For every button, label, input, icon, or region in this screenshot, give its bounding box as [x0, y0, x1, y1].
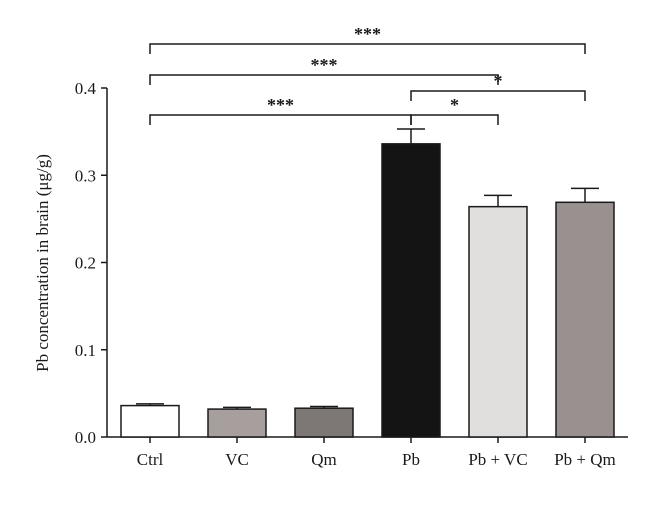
- y-tick-label: 0.0: [75, 428, 96, 447]
- bar: [207, 408, 267, 438]
- x-tick-label: Ctrl: [137, 450, 164, 469]
- y-tick-label: 0.3: [75, 166, 96, 185]
- x-tick-label: Qm: [311, 450, 337, 469]
- significance-bracket: [149, 43, 586, 54]
- bar: [294, 407, 354, 438]
- x-tick-label: Pb: [402, 450, 420, 469]
- chart-axes: 0.0 0.1 0.2 0.3 0.4 Ctrl VC Qm Pb Pb + VC Pb + Qm: [75, 79, 628, 469]
- significance-label: *: [450, 95, 459, 115]
- significance-bracket: [149, 74, 499, 85]
- x-tick-label: Pb + VC: [468, 450, 527, 469]
- significance-bracket: [410, 114, 499, 125]
- significance-label: ***: [267, 95, 294, 115]
- bar: [120, 404, 180, 438]
- significance-label: ***: [311, 55, 338, 75]
- x-tick-label: VC: [225, 450, 249, 469]
- significance-label: ***: [354, 24, 381, 44]
- bar: [555, 201, 615, 438]
- y-tick-label: 0.1: [75, 341, 96, 360]
- y-tick-label: 0.2: [75, 254, 96, 273]
- significance-brackets: ********** *: [149, 24, 586, 125]
- chart-bars: [120, 128, 615, 438]
- y-axis-label: Pb concentration in brain (μg/g): [33, 154, 52, 372]
- significance-label: *: [494, 71, 503, 91]
- x-tick-label: Pb + Qm: [554, 450, 616, 469]
- y-tick-label: 0.4: [75, 79, 97, 98]
- significance-bracket: [410, 90, 586, 101]
- significance-bracket: [149, 114, 412, 125]
- bar: [381, 143, 441, 438]
- bar: [468, 205, 528, 438]
